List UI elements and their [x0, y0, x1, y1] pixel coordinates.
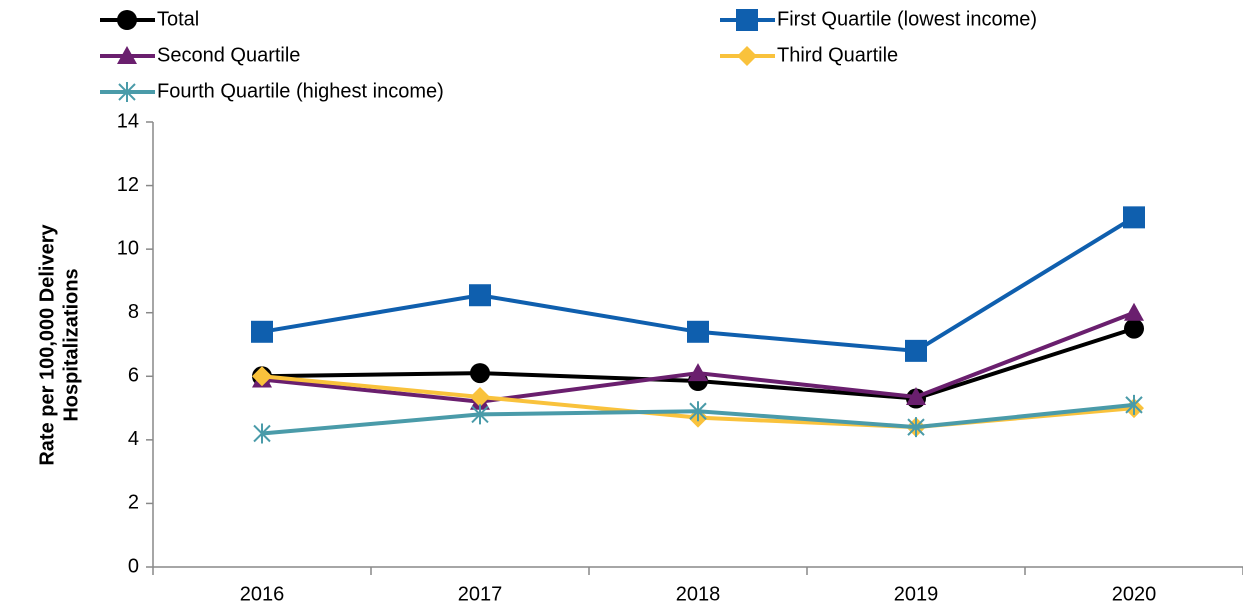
x-tick-label: 2020	[1112, 583, 1157, 605]
legend-label: Second Quartile	[157, 44, 300, 66]
legend-label: Third Quartile	[777, 44, 898, 66]
legend-marker	[117, 10, 137, 30]
data-point	[689, 401, 707, 422]
x-tick-label: 2017	[458, 583, 503, 605]
data-point	[905, 339, 927, 362]
data-point	[688, 363, 708, 382]
legend-marker	[737, 46, 757, 66]
y-tick-label: 6	[128, 365, 139, 387]
y-tick-label: 10	[117, 237, 139, 259]
legend-marker	[117, 46, 137, 64]
x-tick-label: 2016	[240, 583, 285, 605]
data-point	[469, 284, 491, 307]
data-point	[1125, 394, 1143, 415]
data-point	[253, 423, 271, 444]
data-point	[906, 386, 926, 405]
y-tick-label: 2	[128, 492, 139, 514]
data-point	[251, 320, 273, 343]
x-tick-label: 2019	[894, 583, 939, 605]
legend-marker	[118, 82, 136, 102]
y-tick-label: 12	[117, 174, 139, 196]
data-point	[1123, 206, 1145, 229]
data-point	[252, 366, 272, 387]
y-tick-label: 8	[128, 301, 139, 323]
data-point	[907, 417, 925, 438]
y-tick-label: 4	[128, 428, 139, 450]
data-point	[471, 404, 489, 425]
legend-label: Total	[157, 8, 199, 30]
legend-marker	[736, 9, 758, 31]
legend-label: Fourth Quartile (highest income)	[157, 80, 444, 102]
data-point	[687, 320, 709, 343]
data-point	[470, 386, 490, 407]
x-tick-label: 2018	[676, 583, 721, 605]
y-tick-label: 0	[128, 555, 139, 577]
data-point	[1124, 302, 1144, 321]
legend-label: First Quartile (lowest income)	[777, 8, 1037, 30]
y-axis-label: Hospitalizations	[60, 268, 82, 421]
data-point	[470, 363, 490, 384]
y-tick-label: 14	[117, 110, 139, 132]
y-axis-label: Rate per 100,000 Delivery	[36, 223, 58, 465]
data-point	[1124, 318, 1144, 339]
